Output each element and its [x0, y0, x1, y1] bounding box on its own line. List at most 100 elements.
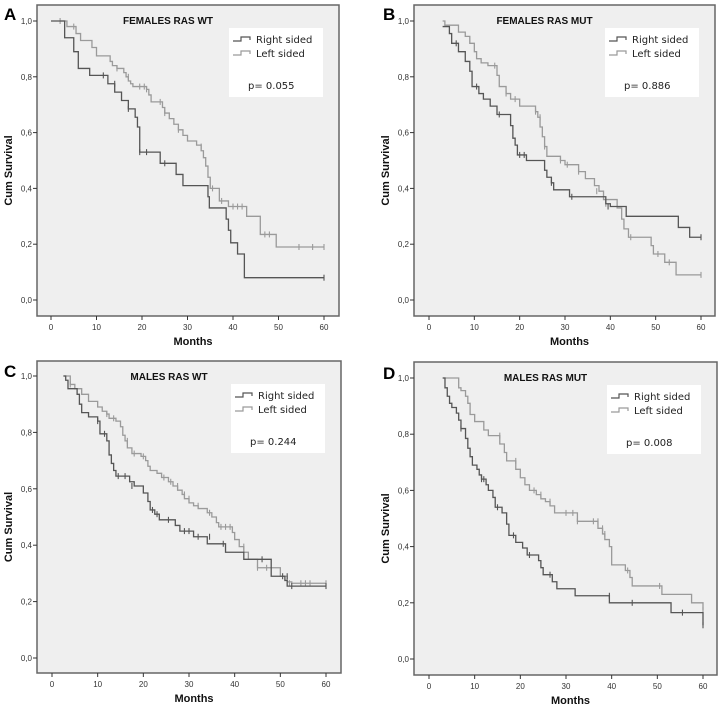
x-tick-label: 10	[470, 682, 479, 691]
legend-swatch-left-sided	[609, 50, 627, 56]
x-tick-label: 60	[697, 323, 706, 332]
x-tick-label: 10	[93, 680, 102, 689]
x-tick-label: 30	[561, 323, 570, 332]
legend-label: Left sided	[256, 49, 305, 60]
plot-title: FEMALES RAS MUT	[496, 16, 592, 27]
plot-title: FEMALES RAS WT	[123, 16, 213, 27]
x-tick-label: 60	[320, 323, 329, 332]
y-tick-label: 1,0	[398, 17, 410, 26]
panel-letter: B	[383, 5, 395, 24]
x-tick-label: 40	[606, 323, 615, 332]
legend-swatch-right-sided	[235, 392, 253, 398]
p-value-annotation: p= 0.055	[248, 81, 295, 92]
panel-a: A FEMALES RAS WT 0,0 0,2 0,4 0,6 0,8 1,0 0 10 20 30…	[3, 4, 340, 348]
y-tick-label: 0,6	[398, 129, 410, 138]
panel-c: C MALES RAS WT 0,0 0,2 0,4 0,6 0,8 1,0 0 10 20 30 40…	[3, 360, 342, 705]
x-tick-label: 20	[515, 323, 524, 332]
panel-letter: A	[4, 5, 16, 24]
y-tick-label: 0,2	[21, 240, 33, 249]
y-tick-label: 0,4	[21, 184, 33, 193]
x-tick-label: 20	[516, 682, 525, 691]
km-curve-right-sided	[51, 20, 324, 279]
p-value-annotation: p= 0.008	[626, 438, 673, 449]
y-tick-label: 1,0	[21, 372, 33, 381]
x-axis-label: Months	[174, 693, 213, 705]
km-curve-left-sided	[442, 377, 704, 610]
legend: Right sided Left sided p= 0.886	[605, 28, 699, 97]
legend-swatch-right-sided	[609, 36, 627, 42]
y-tick-label: 0,0	[21, 654, 33, 663]
y-tick-label: 0,4	[398, 543, 410, 552]
legend-label: Left sided	[634, 406, 683, 417]
plot-title: MALES RAS MUT	[504, 373, 587, 384]
legend-swatch-right-sided	[233, 36, 251, 42]
legend-box	[607, 385, 701, 454]
legend-label: Right sided	[632, 35, 688, 46]
x-tick-label: 30	[562, 682, 571, 691]
legend-label: Right sided	[258, 391, 314, 402]
legend-swatch-left-sided	[611, 407, 629, 413]
legend: Right sided Left sided p= 0.008	[607, 385, 701, 454]
panel-letter: D	[383, 364, 395, 383]
panel-d: D MALES RAS MUT 0,0 0,2 0,4 0,6 0,8 1,0 0 10 20 30 4…	[380, 361, 718, 707]
y-tick-label: 1,0	[398, 374, 410, 383]
y-tick-label: 0,2	[398, 599, 410, 608]
y-tick-label: 0,8	[21, 428, 33, 437]
y-tick-label: 0,8	[398, 430, 410, 439]
x-tick-label: 0	[427, 682, 432, 691]
panel-b: B FEMALES RAS MUT 0,0 0,2 0,4 0,6 0,8 1,0 0 10 20 3…	[380, 4, 716, 348]
legend-box	[231, 384, 325, 453]
x-tick-label: 40	[230, 680, 239, 689]
legend-swatch-right-sided	[611, 393, 629, 399]
km-curve-right-sided	[63, 375, 326, 587]
p-value-annotation: p= 0.886	[624, 81, 671, 92]
legend-label: Right sided	[634, 392, 690, 403]
legend-swatch-left-sided	[235, 406, 253, 412]
y-tick-label: 0,4	[398, 184, 410, 193]
y-tick-label: 0,8	[21, 73, 33, 82]
y-tick-label: 0,8	[398, 73, 410, 82]
x-tick-label: 50	[653, 682, 662, 691]
legend-box	[605, 28, 699, 97]
legend: Right sided Left sided p= 0.055	[229, 28, 323, 97]
x-tick-label: 30	[183, 323, 192, 332]
y-tick-label: 0,6	[21, 129, 33, 138]
x-axis-label: Months	[550, 336, 589, 348]
x-axis-label: Months	[173, 336, 212, 348]
legend-box	[229, 28, 323, 97]
x-axis-label: Months	[551, 695, 590, 707]
legend-label: Right sided	[256, 35, 312, 46]
x-tick-label: 0	[50, 680, 55, 689]
x-tick-label: 50	[274, 323, 283, 332]
x-tick-label: 60	[699, 682, 708, 691]
x-tick-label: 30	[185, 680, 194, 689]
x-tick-label: 20	[138, 323, 147, 332]
x-tick-label: 0	[427, 323, 432, 332]
y-tick-label: 0,2	[21, 598, 33, 607]
panel-letter: C	[4, 362, 16, 381]
x-tick-label: 40	[229, 323, 238, 332]
x-tick-label: 50	[651, 323, 660, 332]
plot-title: MALES RAS WT	[130, 372, 207, 383]
x-tick-label: 60	[322, 680, 331, 689]
legend-swatch-left-sided	[233, 50, 251, 56]
y-tick-label: 0,2	[398, 240, 410, 249]
y-tick-label: 0,6	[21, 485, 33, 494]
y-tick-label: 0,0	[398, 655, 410, 664]
y-axis-label: Cum Survival	[380, 493, 392, 563]
y-axis-label: Cum Survival	[380, 135, 392, 205]
y-axis-label: Cum Survival	[3, 492, 15, 562]
y-tick-label: 0,4	[21, 541, 33, 550]
legend-label: Left sided	[258, 405, 307, 416]
x-tick-label: 10	[92, 323, 101, 332]
x-tick-label: 50	[276, 680, 285, 689]
y-tick-label: 0,6	[398, 486, 410, 495]
y-tick-label: 0,0	[21, 296, 33, 305]
x-tick-label: 0	[49, 323, 54, 332]
x-tick-label: 40	[607, 682, 616, 691]
x-tick-label: 10	[470, 323, 479, 332]
legend: Right sided Left sided p= 0.244	[231, 384, 325, 453]
km-curve-right-sided	[442, 377, 704, 626]
y-tick-label: 1,0	[21, 17, 33, 26]
